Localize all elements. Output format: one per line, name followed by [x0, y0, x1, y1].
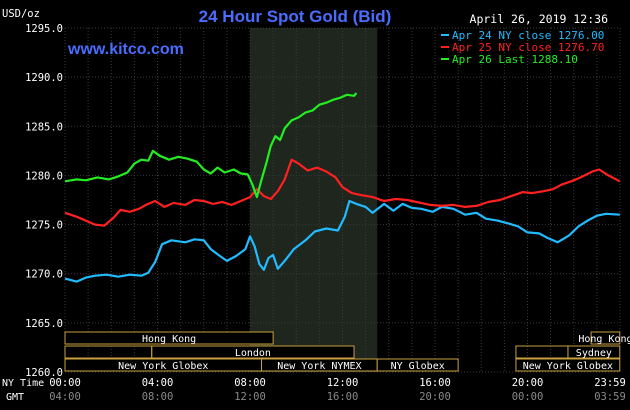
x-tick-label-gmt: 12:00	[234, 391, 266, 403]
y-tick-label: 1260.0	[25, 367, 63, 379]
market-session-bars: Hong Kong Hong Kong London Sydney New York G…	[64, 331, 630, 372]
chart-title: 24 Hour Spot Gold (Bid)	[199, 7, 392, 26]
price-series-line	[64, 158, 621, 227]
y-tick-label: 1265.0	[25, 318, 63, 330]
x-tick-label-gmt: 03:59	[594, 391, 626, 403]
chart-grid	[64, 27, 621, 373]
x-tick-label-gmt: 08:00	[142, 391, 174, 403]
y-tick-label: 1280.0	[25, 170, 63, 182]
legend-item: Apr 25 NY close 1276.70	[452, 41, 604, 54]
x-tick-label-gmt: 00:00	[512, 391, 544, 403]
session-bar	[515, 345, 569, 359]
gmt-label: GMT	[6, 392, 24, 403]
x-tick-label-ny: 16:00	[419, 377, 451, 389]
price-series-line	[64, 92, 358, 199]
session-label: New York Globex	[523, 361, 613, 372]
x-tick-label-ny: 20:00	[512, 377, 544, 389]
y-tick-label: 1270.0	[25, 269, 63, 281]
session-label: New York Globex	[118, 361, 208, 372]
session-bar	[590, 331, 621, 345]
y-axis-tick-labels: 1260.0 1265.0 1270.0 1275.0 1280.0 1285.0 1290…	[25, 23, 63, 379]
x-tick-label-gmt: 20:00	[419, 391, 451, 403]
trading-session-highlight	[250, 28, 378, 372]
y-tick-label: 1275.0	[25, 220, 63, 232]
ny-time-label: NY Time	[2, 378, 44, 389]
x-tick-label-gmt: 16:00	[327, 391, 359, 403]
x-tick-label-ny: 23:59	[594, 377, 626, 389]
session-label: London	[235, 348, 271, 359]
x-tick-label-ny: 08:00	[234, 377, 266, 389]
session-bar	[64, 331, 274, 345]
y-tick-label: 1295.0	[25, 23, 63, 35]
session-label: Sydney	[576, 348, 612, 359]
y-tick-label: 1285.0	[25, 121, 63, 133]
session-label: NY Globex	[391, 361, 445, 372]
x-axis-labels: NY Time GMT 00:00 04:00 08:00 12:00 16:00 20:…	[2, 377, 626, 403]
session-bar	[515, 358, 621, 372]
nymex-shaded-region	[250, 28, 378, 372]
y-axis-unit-label: USD/oz	[2, 8, 40, 20]
legend-item: Apr 24 NY close 1276.00	[452, 29, 604, 42]
session-bar	[64, 345, 153, 359]
chart-legend: Apr 24 NY close 1276.00 Apr 25 NY close …	[441, 29, 604, 66]
x-tick-label-ny: 00:00	[49, 377, 81, 389]
website-watermark: www.kitco.com	[67, 41, 184, 58]
session-label: Hong Kong	[578, 334, 630, 345]
y-tick-label: 1290.0	[25, 72, 63, 84]
session-label: New York NYMEX	[277, 361, 361, 372]
chart-date-time: April 26, 2019 12:36	[470, 12, 609, 26]
x-tick-label-ny: 12:00	[327, 377, 359, 389]
price-series-line	[64, 199, 620, 283]
x-tick-label-ny: 04:00	[142, 377, 174, 389]
session-label: Hong Kong	[142, 334, 196, 345]
x-tick-label-gmt: 04:00	[49, 391, 81, 403]
legend-item: Apr 26 Last 1288.10	[452, 53, 578, 66]
session-bar	[376, 358, 459, 372]
price-series	[64, 92, 621, 283]
